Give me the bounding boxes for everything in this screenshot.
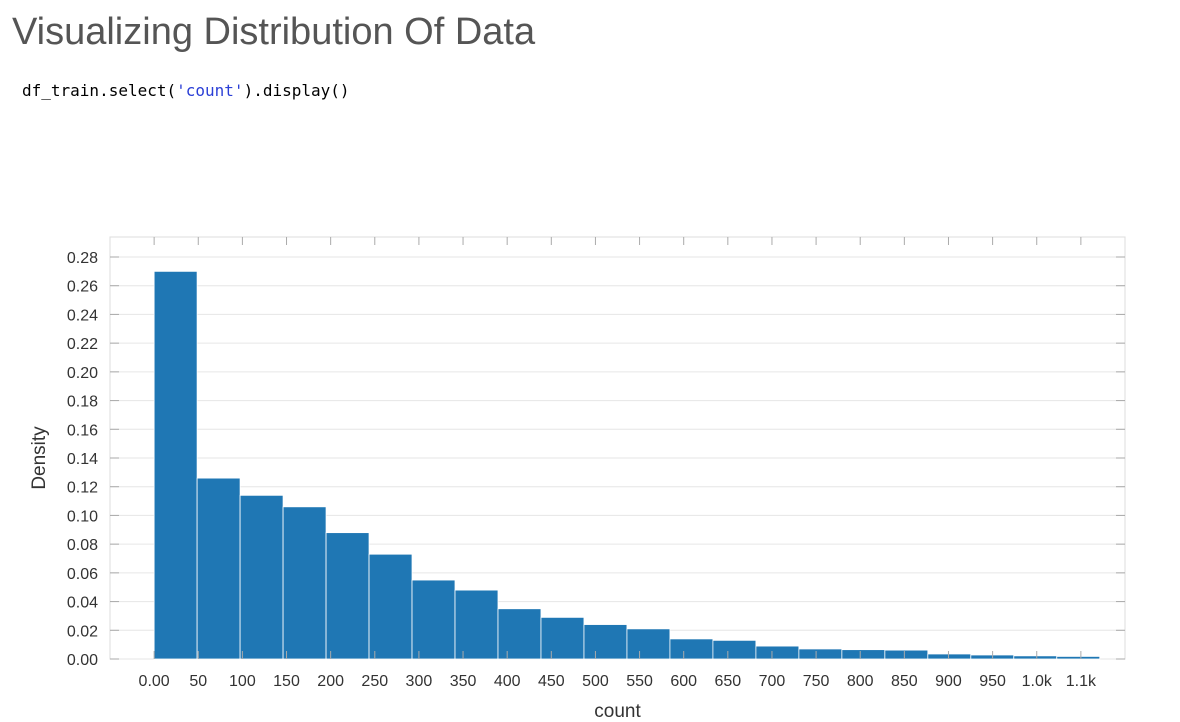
y-tick-label: 0.02 xyxy=(67,623,98,640)
y-tick-label: 0.18 xyxy=(67,394,98,411)
histogram-bar[interactable] xyxy=(798,648,843,660)
y-tick-label: 0.16 xyxy=(67,422,98,439)
histogram-bar[interactable] xyxy=(583,624,628,660)
x-tick-label: 900 xyxy=(935,673,962,690)
x-tick-label: 550 xyxy=(626,673,653,690)
histogram-bar[interactable] xyxy=(626,628,671,660)
histogram-bar[interactable] xyxy=(841,649,886,660)
histogram-bar[interactable] xyxy=(755,645,800,660)
x-tick-label: 250 xyxy=(361,673,388,690)
y-tick-label: 0.10 xyxy=(67,508,98,525)
x-tick-label: 200 xyxy=(317,673,344,690)
x-tick-label: 850 xyxy=(891,673,918,690)
x-tick-label: 300 xyxy=(406,673,433,690)
x-tick-label: 1.1k xyxy=(1066,673,1097,690)
x-tick-label: 100 xyxy=(229,673,256,690)
histogram-bar[interactable] xyxy=(282,506,327,660)
histogram-bar[interactable] xyxy=(884,649,929,660)
histogram-bar[interactable] xyxy=(1056,656,1101,660)
y-tick-label: 0.20 xyxy=(67,365,98,382)
histogram-bar[interactable] xyxy=(368,553,413,660)
bars-layer xyxy=(153,270,1101,660)
histogram-bar[interactable] xyxy=(239,494,284,660)
y-axis-title: Density xyxy=(29,426,50,490)
y-tick-label: 0.04 xyxy=(67,595,98,612)
y-tick-label: 0.14 xyxy=(67,451,98,468)
x-tick-label: 450 xyxy=(538,673,565,690)
x-tick-label: 500 xyxy=(582,673,609,690)
x-tick-label: 600 xyxy=(670,673,697,690)
axes-layer: 0.00 0.02 0.04 0.06 0.08 0.10 0.12 0.14 0.16 0.18… xyxy=(67,237,1125,690)
y-tick-label: 0.28 xyxy=(67,250,98,267)
x-axis-title: count xyxy=(594,701,641,722)
code-suffix: ).display() xyxy=(243,81,350,100)
x-tick-label: 150 xyxy=(273,673,300,690)
histogram-bar[interactable] xyxy=(1013,655,1058,660)
histogram-bar[interactable] xyxy=(454,589,499,660)
x-tick-label: 700 xyxy=(759,673,786,690)
x-tick-label: 950 xyxy=(979,673,1006,690)
histogram-bar[interactable] xyxy=(153,270,198,660)
code-cell[interactable]: df_train.select('count').display() xyxy=(22,80,350,102)
code-string-arg: 'count' xyxy=(176,81,244,100)
x-tick-label: 800 xyxy=(847,673,874,690)
histogram-bar[interactable] xyxy=(196,477,241,660)
x-tick-label: 750 xyxy=(803,673,830,690)
x-tick-label: 1.0k xyxy=(1022,673,1053,690)
histogram-bar[interactable] xyxy=(712,639,757,660)
histogram-bar[interactable] xyxy=(411,579,456,660)
x-tick-label: 650 xyxy=(714,673,741,690)
page-heading: Visualizing Distribution Of Data xyxy=(12,11,536,53)
y-tick-label: 0.00 xyxy=(67,652,98,669)
y-tick-label: 0.12 xyxy=(67,480,98,497)
y-tick-label: 0.22 xyxy=(67,336,98,353)
histogram-bar[interactable] xyxy=(927,653,972,660)
histogram-bar[interactable] xyxy=(669,638,714,660)
code-prefix: df_train.select( xyxy=(22,81,177,100)
x-tick-label: 0.00 xyxy=(139,673,170,690)
histogram-bar[interactable] xyxy=(325,532,370,660)
y-tick-label: 0.26 xyxy=(67,279,98,296)
x-tick-label: 50 xyxy=(189,673,207,690)
histogram-bar[interactable] xyxy=(540,616,585,660)
x-tick-label: 350 xyxy=(450,673,477,690)
x-tick-label: 400 xyxy=(494,673,521,690)
y-tick-label: 0.24 xyxy=(67,307,98,324)
y-tick-label: 0.06 xyxy=(67,566,98,583)
y-tick-label: 0.08 xyxy=(67,537,98,554)
histogram-bar[interactable] xyxy=(497,608,542,660)
